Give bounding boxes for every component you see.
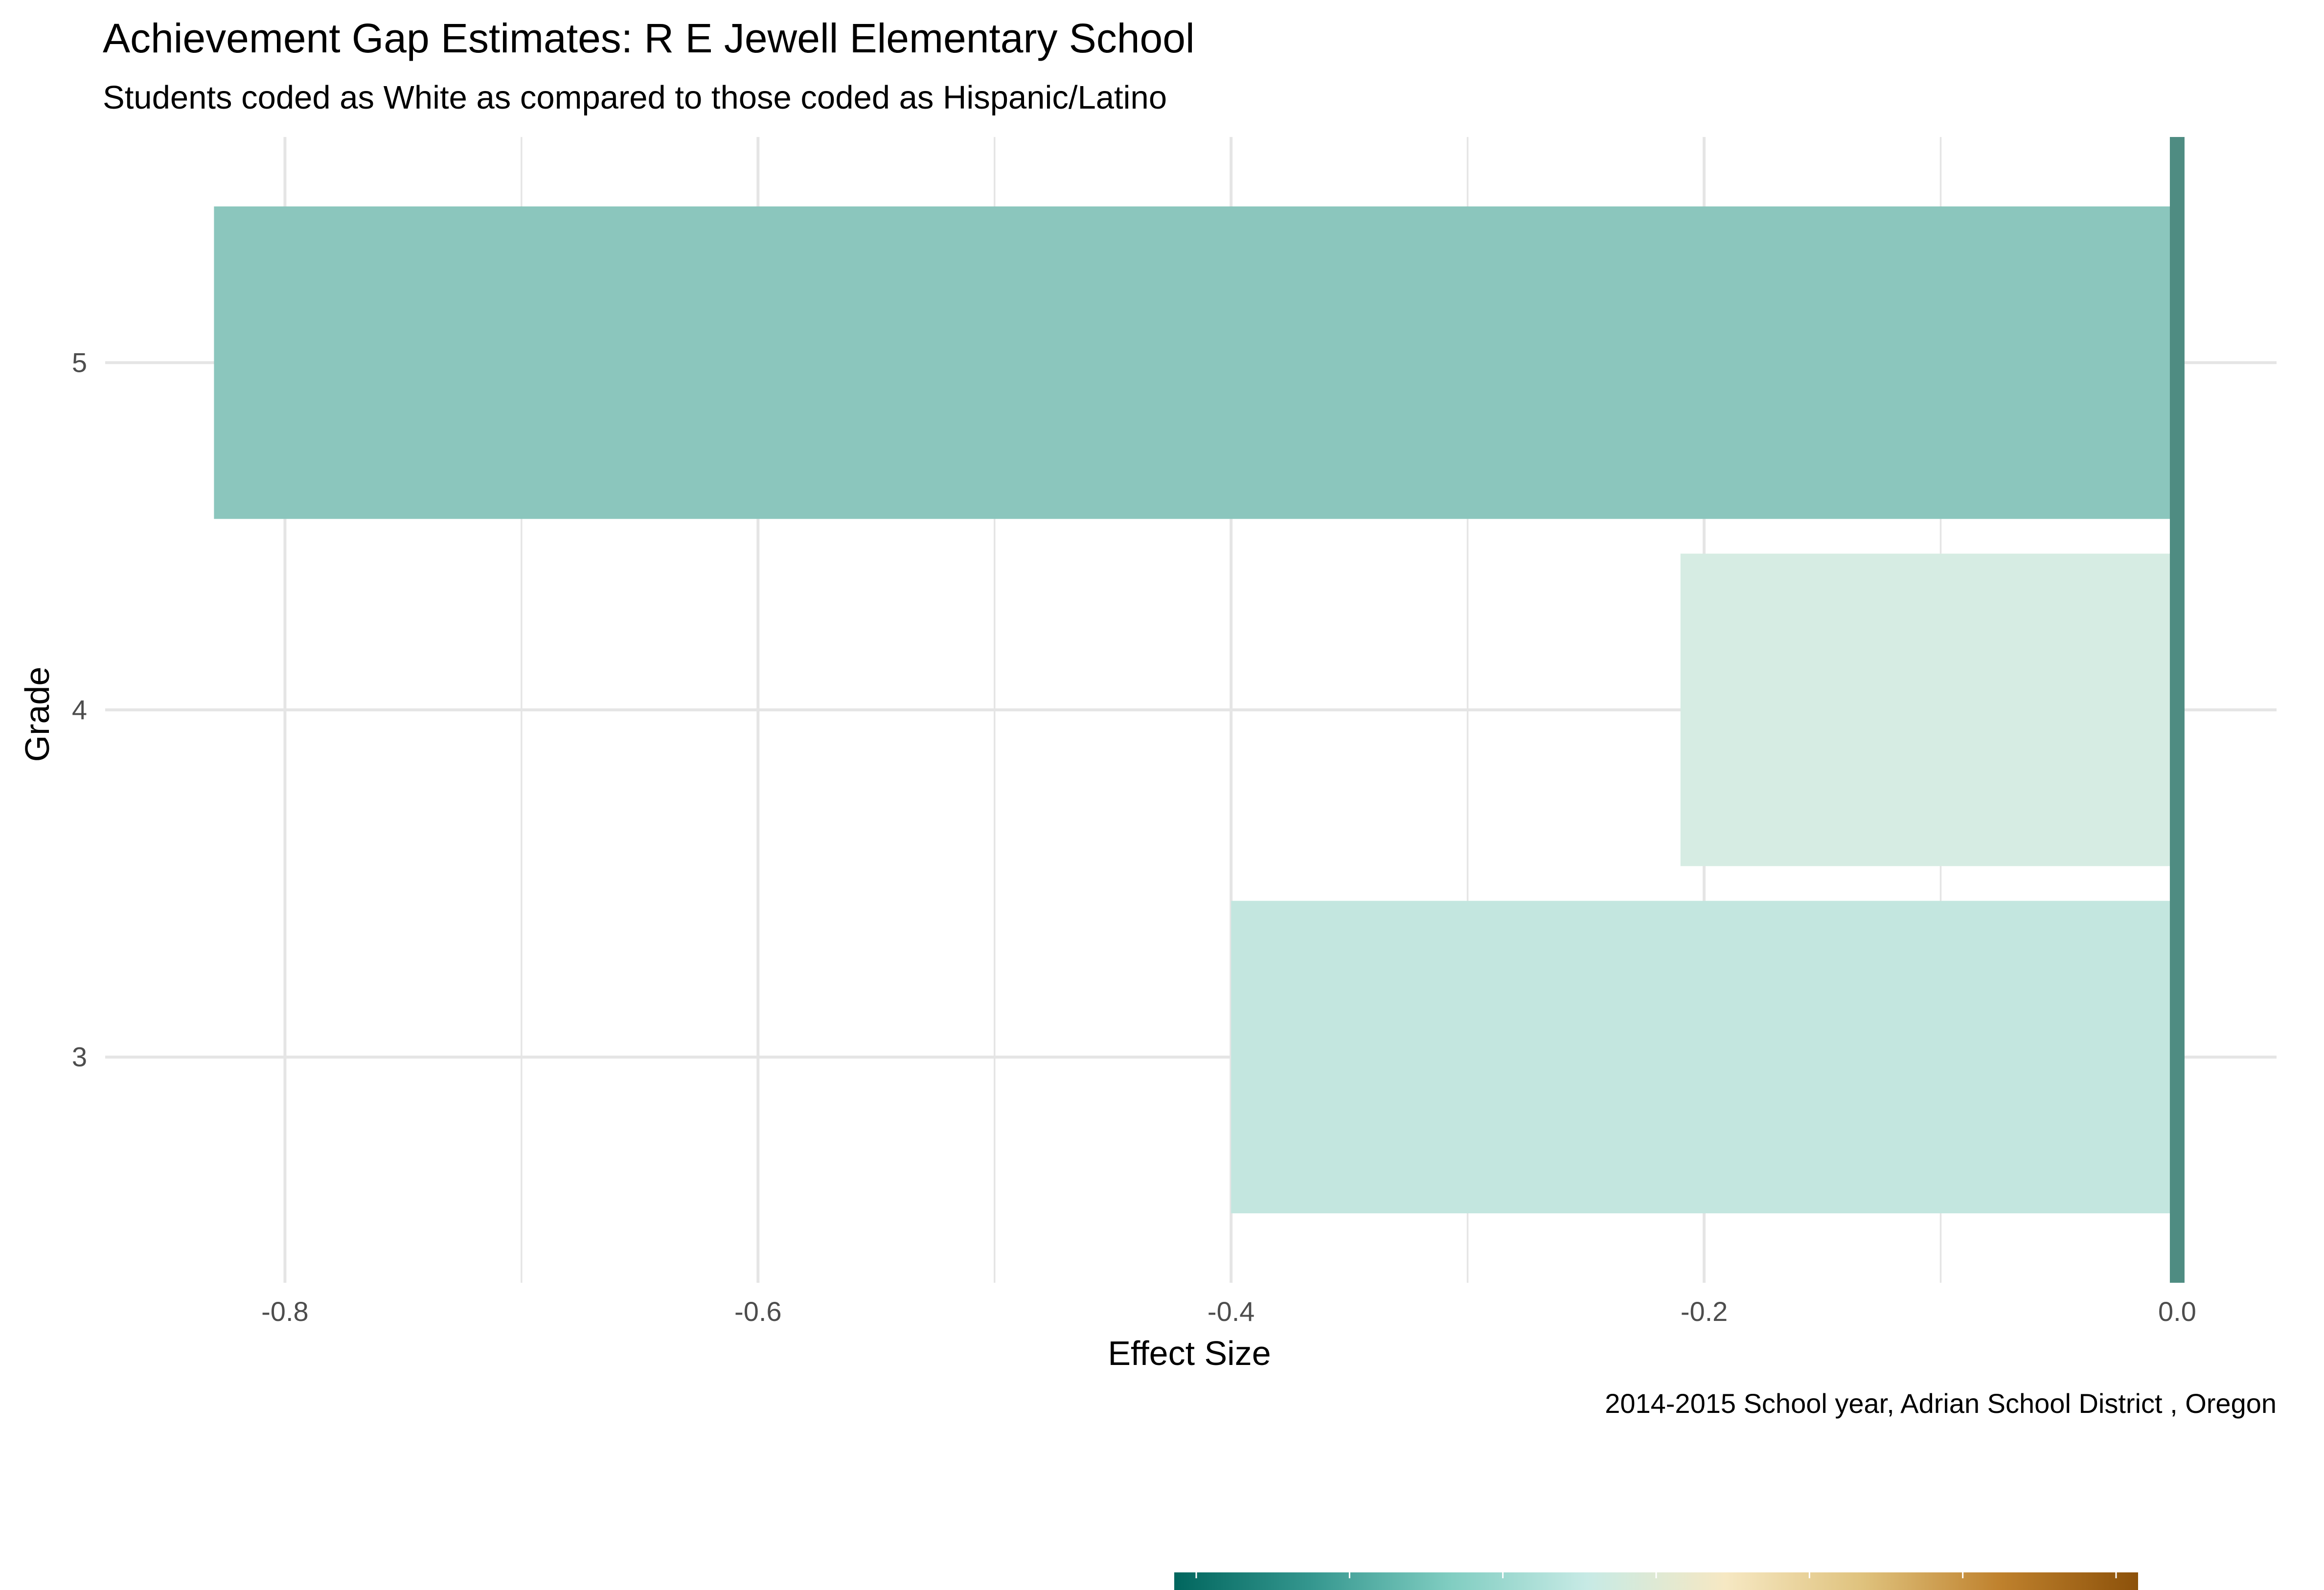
x-tick-label: -0.2	[1681, 1296, 1728, 1327]
x-tick-label: -0.6	[734, 1296, 782, 1327]
y-tick-labels: 3 4 5	[72, 347, 87, 1072]
bar-grade-4	[1680, 553, 2177, 866]
chart-subtitle: Students coded as White as compared to t…	[103, 79, 1167, 116]
x-tick-labels: -0.8 -0.6 -0.4 -0.2 0.0	[261, 1296, 2196, 1327]
chart-caption: 2014-2015 School year, Adrian School Dis…	[1605, 1388, 2277, 1419]
x-tick-label: 0.0	[2158, 1296, 2196, 1327]
chart-title: Achievement Gap Estimates: R E Jewell El…	[103, 15, 1195, 61]
x-tick-label: -0.8	[261, 1296, 309, 1327]
x-axis-title: Effect Size	[1108, 1334, 1271, 1372]
y-axis-title: Grade	[18, 667, 56, 762]
bar-grade-3	[1231, 901, 2177, 1214]
bars	[214, 206, 2177, 1214]
bar-grade-5	[214, 206, 2177, 519]
color-legend	[1174, 1572, 2138, 1590]
y-tick-label: 4	[72, 694, 87, 725]
y-tick-label: 5	[72, 347, 87, 378]
x-tick-label: -0.4	[1208, 1296, 1255, 1327]
y-tick-label: 3	[72, 1042, 87, 1072]
